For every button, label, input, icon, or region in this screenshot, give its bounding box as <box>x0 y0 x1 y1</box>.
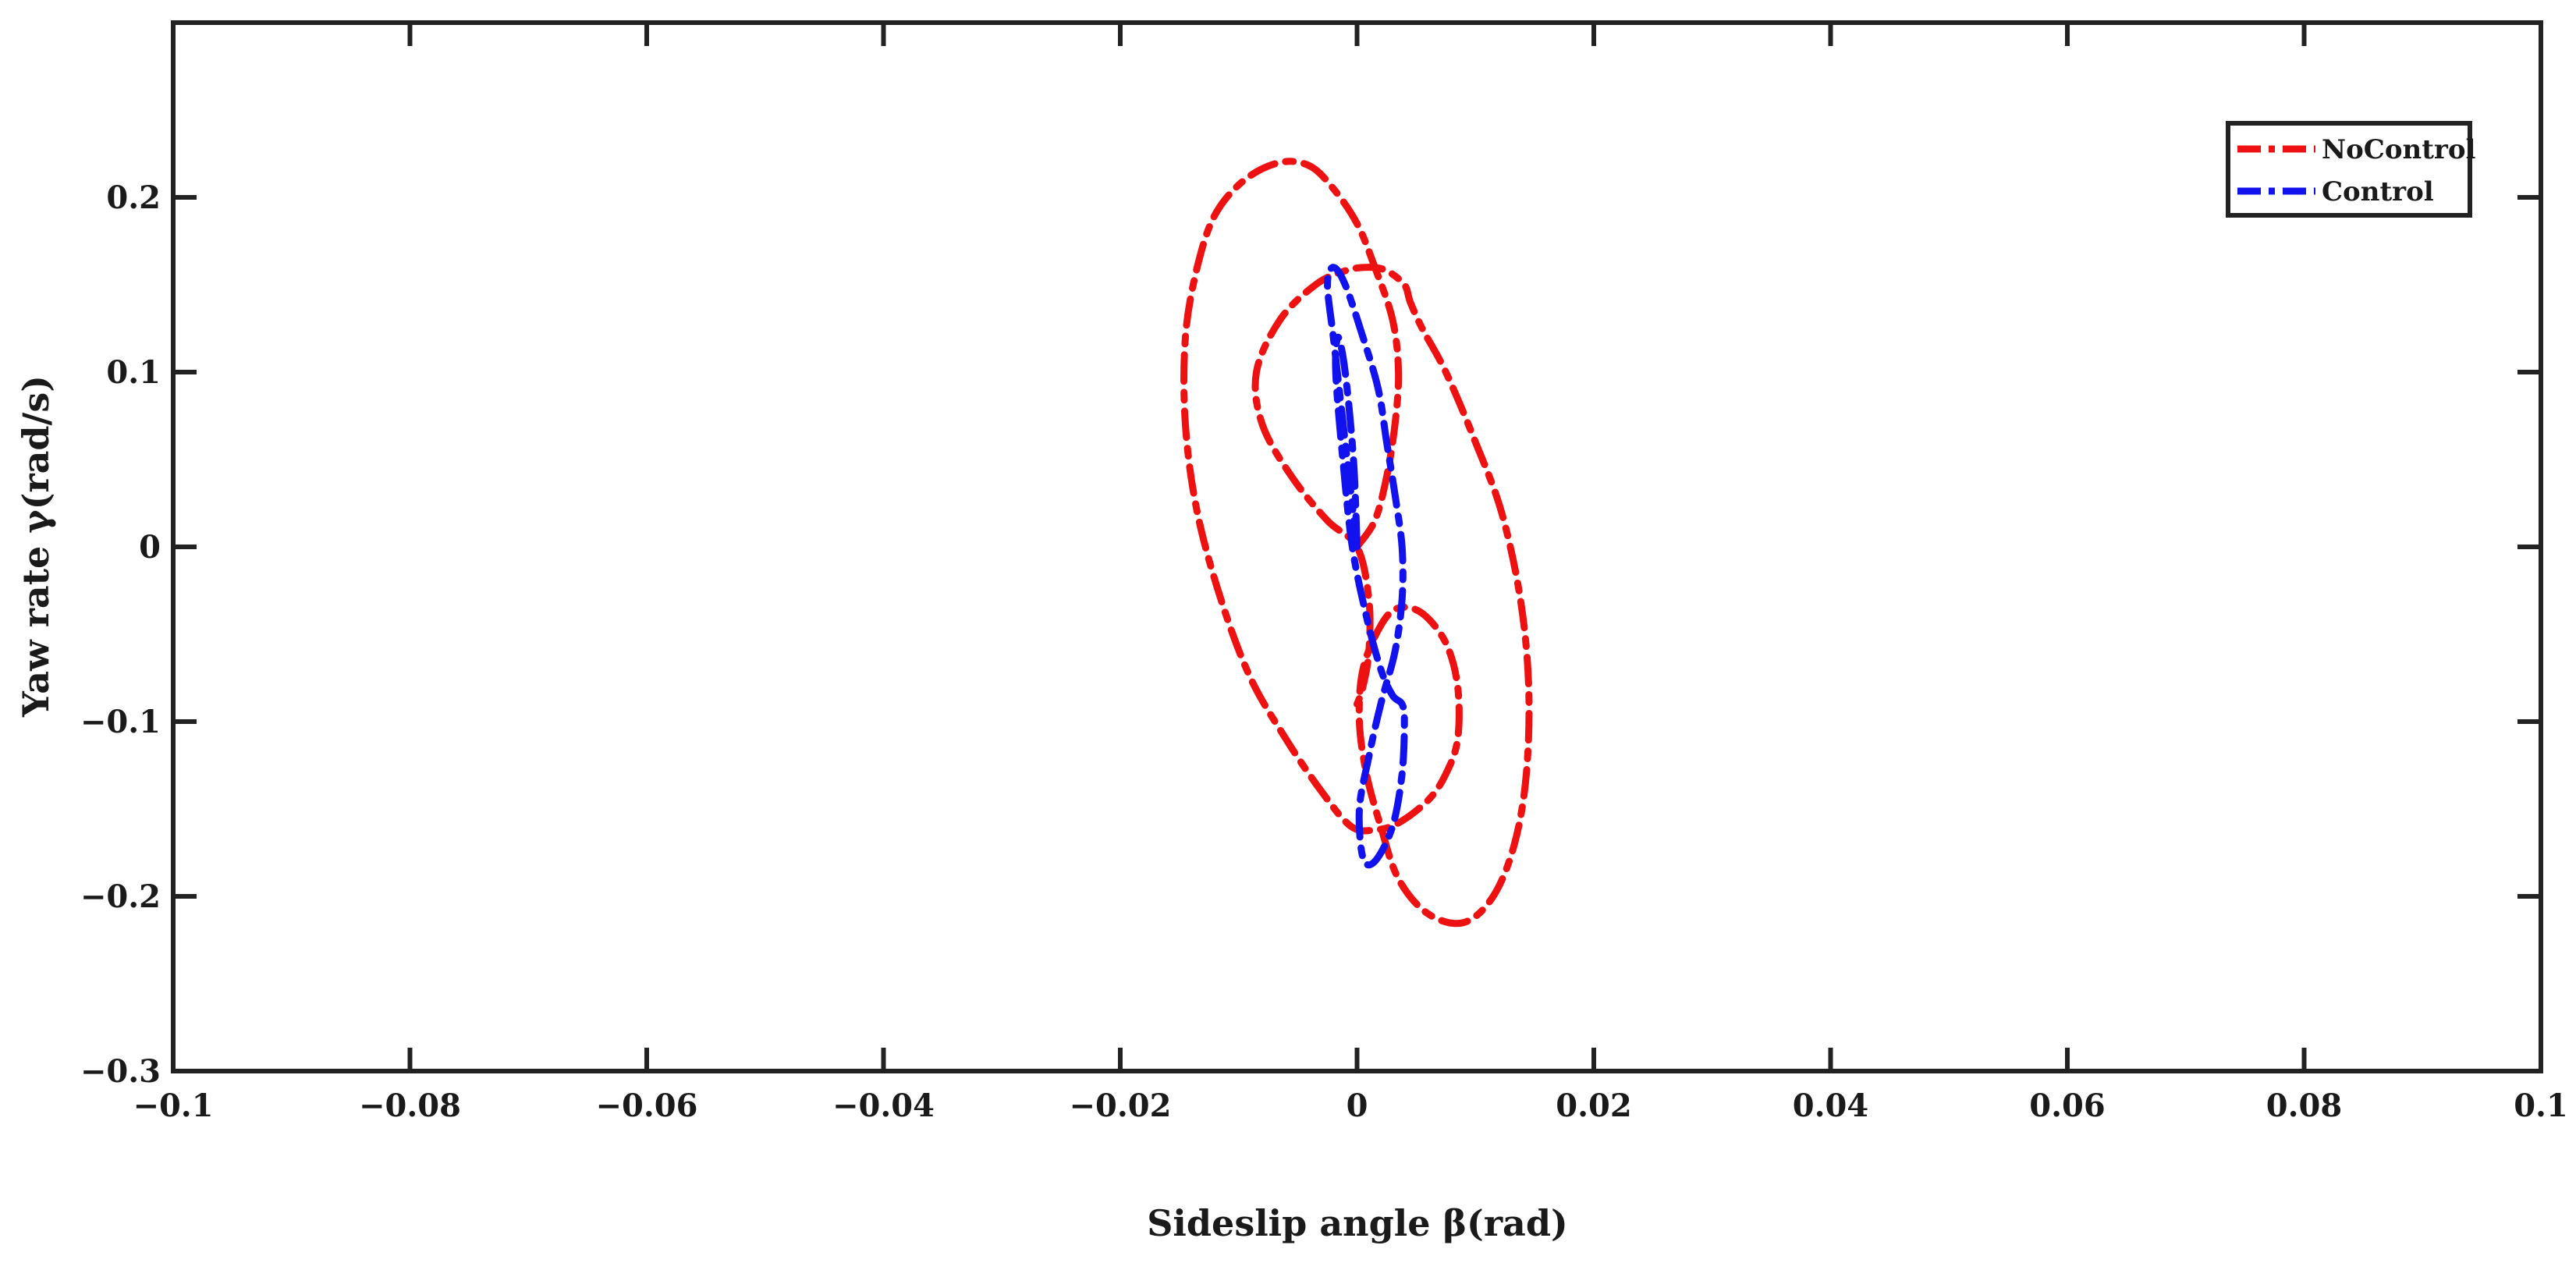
tick-labels: −0.1 −0.08 −0.06 −0.04 −0.02 0 0.02 0.04 0.06 0.0… <box>80 179 2568 1124</box>
legend-label: NoControl <box>2322 134 2476 165</box>
x-tick-label: 0 <box>1347 1087 1368 1124</box>
x-tick-label: 0.1 <box>2514 1087 2568 1124</box>
y-tick-label: −0.3 <box>80 1053 161 1090</box>
series-line-control <box>1324 264 1408 869</box>
x-tick-label: −0.02 <box>1070 1087 1172 1124</box>
legend-label: Control <box>2322 176 2434 208</box>
x-tick-label: −0.08 <box>359 1087 461 1124</box>
x-tick-label: −0.1 <box>133 1087 213 1124</box>
y-tick-label: 0 <box>139 529 161 566</box>
x-tick-label: 0.06 <box>2029 1087 2105 1124</box>
y-tick-label: −0.2 <box>80 878 161 915</box>
legend: NoControl Control <box>2226 121 2476 218</box>
x-axis-label: Sideslip angle β(rad) <box>1147 1202 1568 1244</box>
legend-box <box>2226 121 2472 218</box>
tick-marks <box>171 23 2543 1073</box>
y-tick-label: 0.1 <box>106 354 161 391</box>
x-tick-label: −0.06 <box>596 1087 698 1124</box>
y-axis-label: Yaw rate γ(rad/s) <box>15 375 57 718</box>
series-layer <box>1180 158 1533 928</box>
x-tick-label: 0.04 <box>1793 1087 1868 1124</box>
x-tick-label: 0.02 <box>1556 1087 1631 1124</box>
x-tick-label: 0.08 <box>2266 1087 2342 1124</box>
y-tick-label: −0.1 <box>80 704 161 740</box>
x-tick-label: −0.04 <box>832 1087 935 1124</box>
y-tick-label: 0.2 <box>106 179 161 216</box>
